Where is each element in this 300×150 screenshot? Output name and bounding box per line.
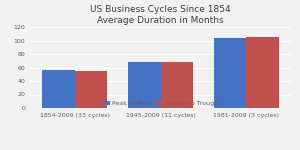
Bar: [247, 37, 279, 108]
Bar: [128, 62, 160, 108]
Legend: Peak to Peak, Trough to Trough: Peak to Peak, Trough to Trough: [101, 99, 220, 109]
Title: US Business Cycles Since 1854
Average Duration in Months: US Business Cycles Since 1854 Average Du…: [90, 5, 231, 25]
Bar: [42, 70, 74, 108]
Bar: [160, 62, 193, 108]
Bar: [214, 38, 247, 108]
Bar: [74, 71, 107, 108]
